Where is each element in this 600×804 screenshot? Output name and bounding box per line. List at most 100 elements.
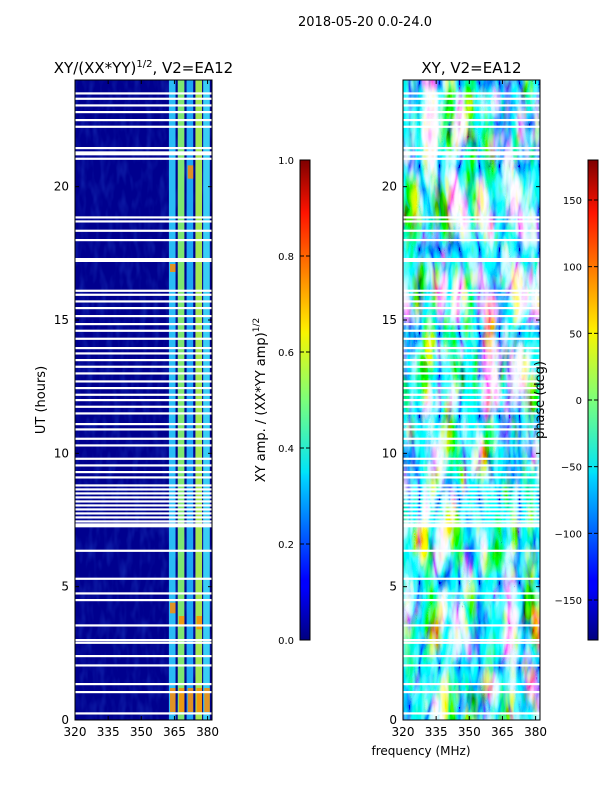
phase-flag-line xyxy=(403,520,540,523)
amp-flag-line xyxy=(75,412,212,415)
phase-flag-line xyxy=(403,359,540,362)
phase-flag-line xyxy=(403,428,540,431)
phase-flag-line xyxy=(403,639,540,642)
phase-flag-gap xyxy=(403,523,540,528)
amp-cbar-tick-label: 0.8 xyxy=(278,252,294,263)
amp-flag-line xyxy=(75,239,212,242)
amp-x-tick-label: 320 xyxy=(64,725,87,739)
amp-flag-line xyxy=(75,229,212,232)
phase-flag-line xyxy=(403,300,540,303)
amp-cbar-tick-label: 0.0 xyxy=(278,636,294,647)
amp-hot-spot xyxy=(187,688,194,712)
amp-flag-line xyxy=(75,624,212,627)
amp-flag-line xyxy=(75,104,212,107)
amp-flag-line xyxy=(75,712,212,715)
amp-x-axis: 320 335 350 365 380 xyxy=(64,80,219,739)
amp-flag-line xyxy=(75,683,212,686)
phase-flag-line xyxy=(403,365,540,368)
phase-flag-line xyxy=(403,457,540,460)
amp-hot-spot xyxy=(196,688,203,712)
amp-heatmap xyxy=(75,80,212,720)
amp-flag-line xyxy=(75,92,212,95)
amp-flag-line xyxy=(75,444,212,447)
amp-flag-gap xyxy=(75,151,212,156)
amp-flag-line xyxy=(75,464,212,467)
phase-flag-gap xyxy=(403,151,540,156)
phase-flag-line xyxy=(403,97,540,100)
amp-flag-line xyxy=(75,476,212,479)
amp-cbar-tick-label: 0.6 xyxy=(278,348,294,359)
amp-hot-spot xyxy=(187,165,194,179)
amp-flag-line xyxy=(75,365,212,368)
phase-cbar-tick-label: 50 xyxy=(569,329,582,340)
phase-y-tick-label: 15 xyxy=(382,313,397,327)
amp-flag-line xyxy=(75,577,212,580)
amp-flag-line xyxy=(75,516,212,519)
phase-flag-line xyxy=(403,488,540,491)
phase-flag-line xyxy=(403,323,540,326)
phase-cbar-tick-label: −100 xyxy=(555,529,582,540)
phase-flag-line xyxy=(403,239,540,242)
amp-flag-line xyxy=(75,307,212,310)
phase-flag-line xyxy=(403,157,540,160)
phase-panel-title: XY, V2=EA12 xyxy=(421,59,521,77)
phase-flag-line xyxy=(403,307,540,310)
phase-flag-line xyxy=(403,412,540,415)
amp-x-tick-label: 335 xyxy=(97,725,120,739)
phase-flag-line xyxy=(403,512,540,515)
amp-flag-line xyxy=(75,428,212,431)
amp-flag-line xyxy=(75,220,212,223)
phase-flag-line xyxy=(403,380,540,383)
amp-flag-line xyxy=(75,500,212,503)
amp-flag-line xyxy=(75,399,212,402)
amp-flag-line xyxy=(75,352,212,355)
amp-flag-line xyxy=(75,664,212,667)
phase-y-tick-label: 5 xyxy=(389,580,397,594)
amp-colorbar-label: XY amp. / (XX*YY amp)1/2 xyxy=(252,318,269,482)
amp-hot-spot xyxy=(170,264,176,272)
phase-flag-line xyxy=(403,500,540,503)
phase-flag-line xyxy=(403,337,540,340)
amp-flag-gap xyxy=(75,523,212,528)
amp-flag-line xyxy=(75,496,212,499)
amp-flag-line xyxy=(75,289,212,292)
amp-flag-line xyxy=(75,691,212,694)
phase-flag-line xyxy=(403,229,540,232)
phase-flag-line xyxy=(403,599,540,602)
phase-y-tick-label: 20 xyxy=(382,180,397,194)
phase-flag-line xyxy=(403,216,540,219)
amp-flag-line xyxy=(75,111,212,114)
phase-flag-line xyxy=(403,393,540,396)
amp-y-tick-label: 10 xyxy=(54,446,69,460)
amp-flag-line xyxy=(75,125,212,128)
amp-flag-line xyxy=(75,347,212,350)
phase-flag-gap xyxy=(403,258,540,262)
phase-flag-line xyxy=(403,372,540,375)
amp-colorbar-ticks: 0.0 0.2 0.4 0.6 0.8 1.0 xyxy=(278,156,310,647)
x-axis-label: frequency (MHz) xyxy=(371,744,470,758)
phase-flag-line xyxy=(403,683,540,686)
amp-y-axis: 0 5 10 15 20 xyxy=(54,180,212,727)
amp-hot-spot xyxy=(170,688,176,712)
amp-flag-line xyxy=(75,549,212,552)
phase-flag-line xyxy=(403,315,540,318)
phase-x-tick-label: 350 xyxy=(458,725,481,739)
amp-flag-line xyxy=(75,437,212,440)
phase-flag-line xyxy=(403,496,540,499)
amp-x-tick-label: 350 xyxy=(130,725,153,739)
amp-flag-line xyxy=(75,119,212,122)
amp-flag-line xyxy=(75,216,212,219)
amp-flag-line xyxy=(75,488,212,491)
amp-flag-line xyxy=(75,520,212,523)
phase-flag-line xyxy=(403,476,540,479)
phase-cbar-tick-label: −150 xyxy=(555,596,582,607)
phase-flag-line xyxy=(403,516,540,519)
amp-flag-line xyxy=(75,300,212,303)
phase-x-tick-label: 335 xyxy=(425,725,448,739)
phase-y-tick-label: 10 xyxy=(382,446,397,460)
amp-colorbar xyxy=(299,159,311,641)
phase-flag-line xyxy=(403,111,540,114)
figure-suptitle: 2018-05-20 0.0-24.0 xyxy=(298,15,432,30)
phase-flag-line xyxy=(403,508,540,511)
